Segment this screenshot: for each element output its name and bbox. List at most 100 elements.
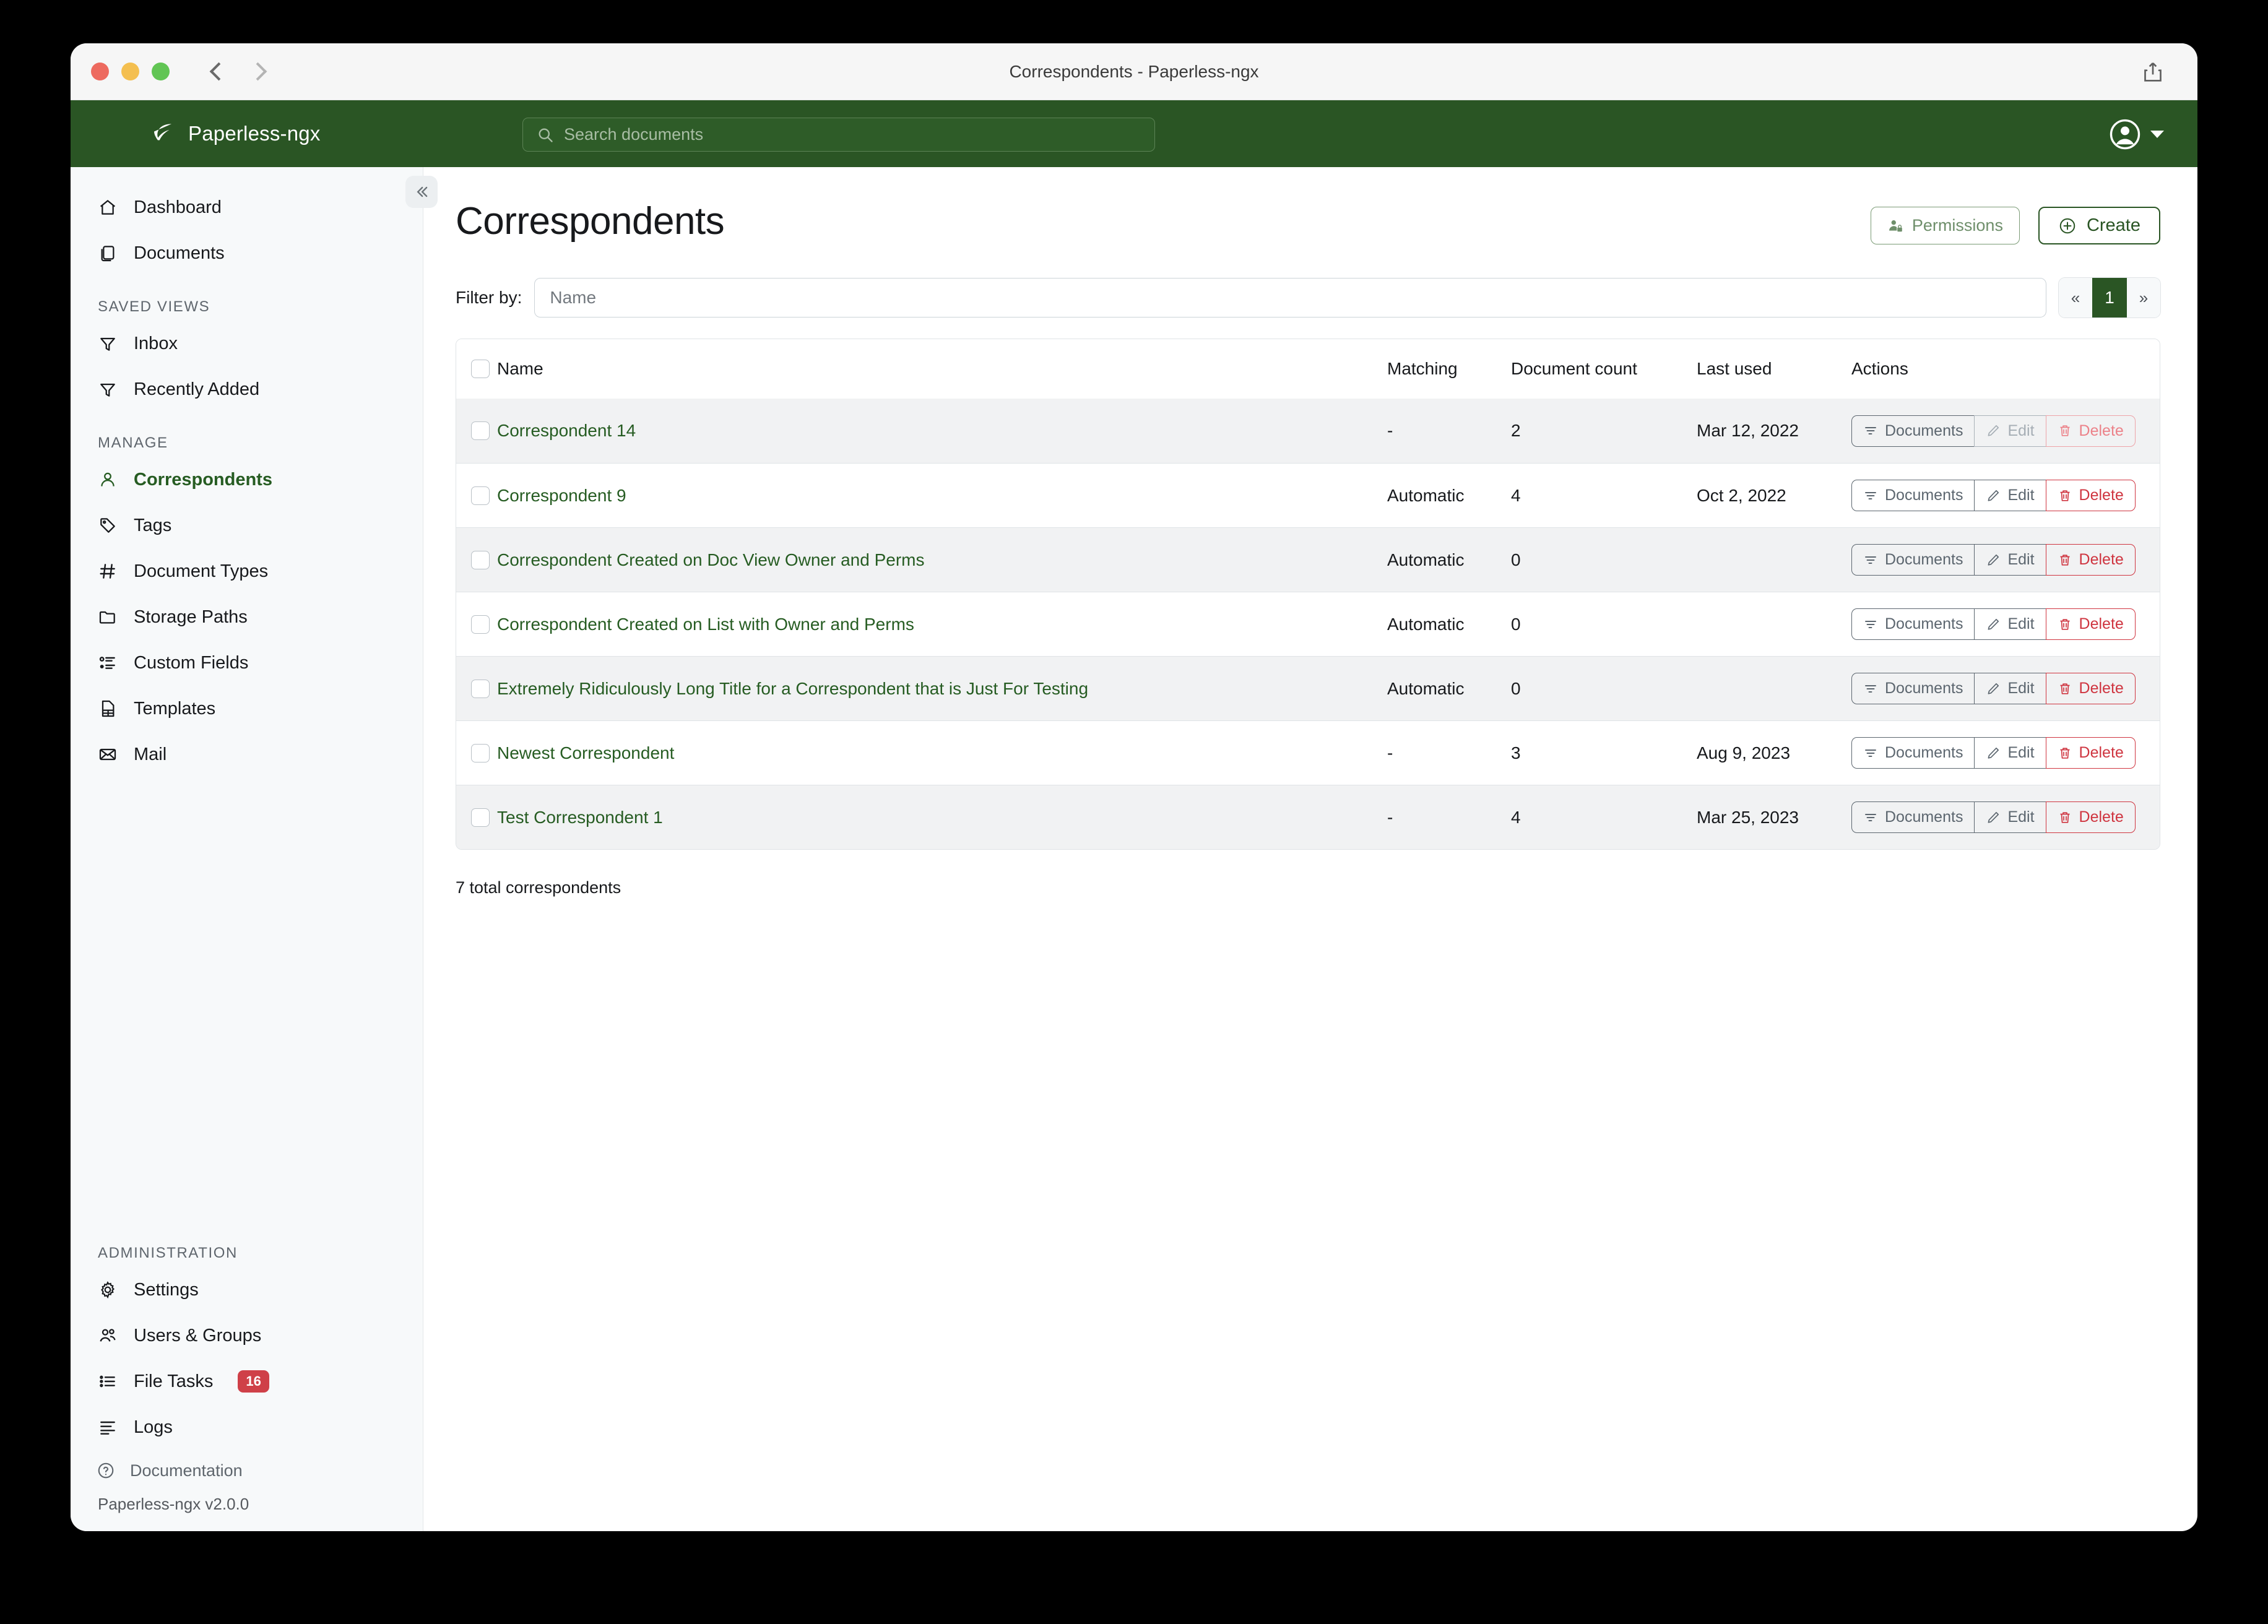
sidebar-item-dashboard[interactable]: Dashboard <box>71 184 423 230</box>
pagination: « 1 » <box>2059 278 2160 317</box>
row-delete-label: Delete <box>2079 808 2124 826</box>
row-edit-button[interactable]: Edit <box>1974 608 2046 640</box>
pagination-prev[interactable]: « <box>2059 278 2092 317</box>
correspondent-link[interactable]: Correspondent 9 <box>497 485 626 505</box>
minimize-window-button[interactable] <box>121 63 139 80</box>
row-documents-button[interactable]: Documents <box>1851 480 1975 511</box>
maximize-window-button[interactable] <box>152 63 170 80</box>
cell-name: Correspondent 9 <box>497 486 1387 506</box>
row-edit-button[interactable]: Edit <box>1974 737 2046 769</box>
people-icon <box>97 1324 119 1347</box>
filter-name-input[interactable]: Name <box>534 278 2046 317</box>
search-input[interactable]: Search documents <box>522 118 1155 152</box>
select-all-checkbox[interactable] <box>471 360 490 378</box>
row-documents-button[interactable]: Documents <box>1851 544 1975 576</box>
row-edit-label: Edit <box>2007 808 2035 826</box>
correspondent-link[interactable]: Correspondent Created on Doc View Owner … <box>497 550 925 569</box>
correspondent-link[interactable]: Newest Correspondent <box>497 743 675 762</box>
pagination-page-1[interactable]: 1 <box>2092 278 2127 317</box>
row-action-group: Documents Edit Delete <box>1851 673 2136 704</box>
row-checkbox[interactable] <box>471 550 490 569</box>
row-edit-button[interactable]: Edit <box>1974 544 2046 576</box>
cell-matching: - <box>1387 421 1393 440</box>
pencil-icon <box>1986 553 2001 568</box>
cell-name: Test Correspondent 1 <box>497 808 1387 827</box>
permissions-button[interactable]: Permissions <box>1870 207 2020 244</box>
cell-document-count: 4 <box>1511 807 1521 827</box>
row-delete-label: Delete <box>2079 615 2124 633</box>
sidebar-item-documentation[interactable]: Documentation <box>71 1450 423 1491</box>
row-delete-label: Delete <box>2079 680 2124 697</box>
correspondent-link[interactable]: Test Correspondent 1 <box>497 807 663 827</box>
sidebar-item-settings[interactable]: Settings <box>71 1267 423 1313</box>
row-checkbox[interactable] <box>471 486 490 505</box>
row-checkbox[interactable] <box>471 615 490 634</box>
row-checkbox[interactable] <box>471 421 490 440</box>
row-edit-button[interactable]: Edit <box>1974 480 2046 511</box>
brand[interactable]: Paperless-ngx <box>150 121 321 147</box>
filter-lines-icon <box>1863 617 1878 632</box>
row-edit-label: Edit <box>2007 486 2035 504</box>
table-row: Newest Correspondent - 3 Aug 9, 2023 Documen… <box>456 720 2160 785</box>
row-edit-button[interactable]: Edit <box>1974 673 2046 704</box>
sidebar-item-recently-added[interactable]: Recently Added <box>71 366 423 412</box>
row-edit-button[interactable]: Edit <box>1974 801 2046 833</box>
sidebar-item-inbox[interactable]: Inbox <box>71 321 423 366</box>
row-checkbox[interactable] <box>471 808 490 827</box>
row-checkbox[interactable] <box>471 679 490 698</box>
table-row: Correspondent 14 - 2 Mar 12, 2022 Documents E… <box>456 399 2160 463</box>
row-delete-button[interactable]: Delete <box>2045 480 2136 511</box>
create-button[interactable]: Create <box>2038 207 2160 244</box>
column-header-document-count[interactable]: Document count <box>1511 359 1637 378</box>
sidebar-item-tags[interactable]: Tags <box>71 503 423 548</box>
correspondent-link[interactable]: Correspondent Created on List with Owner… <box>497 614 914 634</box>
row-delete-button[interactable]: Delete <box>2045 608 2136 640</box>
row-documents-button[interactable]: Documents <box>1851 673 1975 704</box>
sidebar-item-documents[interactable]: Documents <box>71 230 423 276</box>
sidebar-item-mail[interactable]: Mail <box>71 732 423 777</box>
sidebar-item-users-groups[interactable]: Users & Groups <box>71 1313 423 1358</box>
sidebar-item-label: Logs <box>134 1417 173 1437</box>
sidebar-collapse-button[interactable] <box>405 176 438 208</box>
row-delete-button[interactable]: Delete <box>2045 737 2136 769</box>
sidebar-item-label: File Tasks <box>134 1371 214 1391</box>
trash-icon <box>2058 423 2072 438</box>
correspondent-link[interactable]: Correspondent 14 <box>497 421 636 440</box>
row-documents-button[interactable]: Documents <box>1851 801 1975 833</box>
sidebar-item-logs[interactable]: Logs <box>71 1404 423 1450</box>
sidebar-item-file-tasks[interactable]: File Tasks 16 <box>71 1358 423 1404</box>
column-header-matching[interactable]: Matching <box>1387 359 1458 378</box>
brand-name: Paperless-ngx <box>188 122 321 145</box>
sidebar-item-document-types[interactable]: Document Types <box>71 548 423 594</box>
share-icon[interactable] <box>2140 59 2165 85</box>
row-action-group: Documents Edit Delete <box>1851 737 2136 769</box>
user-avatar-icon <box>2108 118 2142 151</box>
close-window-button[interactable] <box>91 63 109 80</box>
row-delete-button[interactable]: Delete <box>2045 801 2136 833</box>
row-edit-label: Edit <box>2007 680 2035 697</box>
column-header-last-used[interactable]: Last used <box>1697 359 1772 378</box>
row-delete-button[interactable]: Delete <box>2045 673 2136 704</box>
sidebar-item-storage-paths[interactable]: Storage Paths <box>71 594 423 640</box>
row-documents-button[interactable]: Documents <box>1851 737 1975 769</box>
correspondent-link[interactable]: Extremely Ridiculously Long Title for a … <box>497 678 1089 698</box>
row-documents-button[interactable]: Documents <box>1851 608 1975 640</box>
row-checkbox[interactable] <box>471 743 490 762</box>
column-header-name[interactable]: Name <box>497 359 543 378</box>
pagination-next[interactable]: » <box>2127 278 2160 317</box>
row-delete-button[interactable]: Delete <box>2045 544 2136 576</box>
row-documents-button[interactable]: Documents <box>1851 415 1975 447</box>
page-title: Correspondents <box>456 200 725 243</box>
sidebar-item-custom-fields[interactable]: Custom Fields <box>71 640 423 686</box>
permissions-button-label: Permissions <box>1911 216 2003 235</box>
forward-icon[interactable] <box>251 60 266 84</box>
browser-window: Correspondents - Paperless-ngx Paperless… <box>71 43 2197 1531</box>
sidebar: Dashboard Documents SAVED VIEWS Inbox <box>71 167 438 1531</box>
cell-document-count: 0 <box>1511 614 1521 634</box>
user-menu[interactable] <box>2108 118 2164 151</box>
back-icon[interactable] <box>209 60 224 84</box>
sidebar-item-templates[interactable]: Templates <box>71 686 423 732</box>
cell-last-used: Oct 2, 2022 <box>1697 485 1786 505</box>
app-header: Paperless-ngx Search documents <box>71 100 2197 167</box>
sidebar-item-correspondents[interactable]: Correspondents <box>71 457 423 503</box>
